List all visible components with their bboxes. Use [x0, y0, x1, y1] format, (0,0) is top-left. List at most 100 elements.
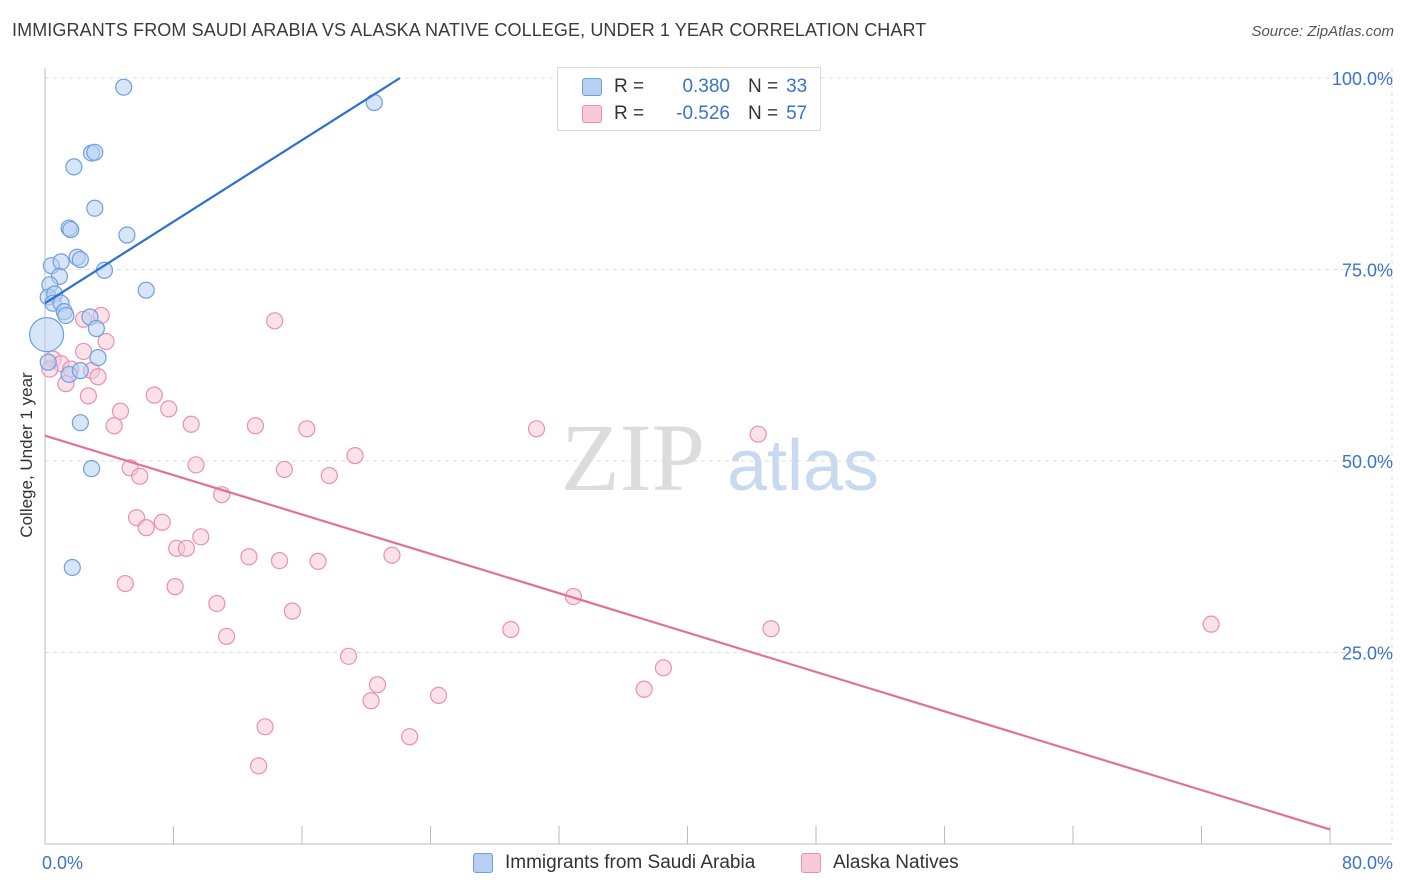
point-alaska-natives: [217, 627, 236, 646]
legend-row-alaska-natives: R = -0.526 N = 57: [582, 103, 807, 125]
point-alaska-natives: [153, 513, 171, 531]
point-alaska-natives: [131, 467, 149, 485]
point-alaska-natives: [749, 425, 767, 443]
point-alaska-natives: [368, 676, 387, 694]
point-alaska-natives: [79, 387, 97, 405]
x-tick-label: 80.0%: [1342, 853, 1393, 873]
legend-n-value: 57: [786, 103, 808, 124]
point-saudi-arabia: [87, 319, 106, 338]
point-alaska-natives: [89, 368, 107, 386]
bottom-legend-saudi-arabia: Immigrants from Saudi Arabia: [473, 852, 755, 874]
trend-lines: [44, 77, 1331, 831]
bottom-legend-alaska-natives: Alaska Natives: [801, 852, 959, 874]
point-alaska-natives: [111, 402, 130, 420]
point-alaska-natives: [635, 680, 653, 698]
trend-line-alaska-natives: [44, 434, 1331, 831]
point-alaska-natives: [266, 312, 284, 330]
legend-r-label: R =: [614, 76, 645, 97]
point-alaska-natives: [502, 620, 520, 639]
point-alaska-natives: [339, 647, 358, 665]
point-saudi-arabia: [137, 281, 155, 299]
legend-swatch-blue: [582, 78, 602, 96]
point-alaska-natives: [346, 447, 364, 465]
point-alaska-natives: [762, 620, 780, 638]
point-saudi-arabia: [71, 250, 89, 269]
point-alaska-natives: [298, 420, 316, 438]
legend-r-label: R =: [614, 103, 645, 124]
point-saudi-arabia: [82, 460, 101, 478]
x-tick-label: 0.0%: [42, 853, 83, 873]
trend-line-saudi-arabia: [44, 77, 401, 305]
y-tick-label: 75.0%: [1342, 261, 1393, 281]
point-alaska-natives: [283, 602, 301, 620]
point-saudi-arabia: [29, 317, 65, 353]
y-tick-label: 50.0%: [1342, 452, 1393, 472]
point-alaska-natives: [256, 718, 274, 736]
point-alaska-natives: [192, 528, 210, 546]
point-alaska-natives: [362, 692, 380, 710]
point-saudi-arabia: [118, 226, 136, 244]
point-saudi-arabia: [71, 414, 89, 432]
point-alaska-natives: [116, 574, 134, 593]
point-alaska-natives: [429, 686, 448, 704]
point-saudi-arabia: [57, 306, 75, 325]
point-saudi-arabia: [86, 143, 104, 161]
point-saudi-arabia: [63, 558, 81, 577]
legend-n-label: N =: [748, 76, 779, 97]
tick-labels: 100.0% 75.0% 50.0% 25.0% 0.0% 80.0%: [42, 69, 1393, 873]
data-points: [29, 78, 1220, 775]
point-alaska-natives: [383, 546, 401, 564]
bottom-legend-label: Immigrants from Saudi Arabia: [505, 852, 756, 873]
legend-swatch-pink: [582, 105, 602, 123]
point-alaska-natives: [187, 456, 205, 474]
point-alaska-natives: [401, 728, 419, 746]
point-alaska-natives: [208, 594, 226, 613]
point-alaska-natives: [137, 519, 155, 537]
point-saudi-arabia: [62, 221, 80, 239]
chart-title: IMMIGRANTS FROM SAUDI ARABIA VS ALASKA N…: [12, 20, 927, 40]
point-alaska-natives: [166, 578, 184, 596]
legend-n-label: N =: [748, 103, 779, 124]
bottom-legend-swatch-blue: [473, 853, 493, 873]
point-saudi-arabia: [86, 199, 104, 217]
bottom-legend-swatch-pink: [801, 853, 821, 873]
grid-lines: [45, 68, 1393, 844]
legend-row-saudi-arabia: R = 0.380 N = 33: [582, 76, 807, 98]
point-alaska-natives: [74, 342, 93, 361]
point-saudi-arabia: [52, 253, 70, 271]
point-alaska-natives: [275, 460, 293, 479]
point-alaska-natives: [654, 659, 673, 677]
watermark-atlas: atlas: [727, 426, 879, 506]
point-alaska-natives: [160, 400, 178, 418]
point-alaska-natives: [97, 332, 115, 351]
point-alaska-natives: [240, 548, 258, 566]
legend-r-value: -0.526: [676, 103, 730, 124]
point-saudi-arabia: [71, 362, 89, 380]
point-alaska-natives: [320, 466, 338, 485]
legend-r-value: 0.380: [682, 76, 730, 97]
point-saudi-arabia: [65, 158, 83, 176]
point-alaska-natives: [527, 420, 546, 438]
y-tick-label: 25.0%: [1342, 644, 1393, 664]
point-saudi-arabia: [39, 353, 57, 371]
point-alaska-natives: [1202, 615, 1220, 633]
point-alaska-natives: [177, 539, 195, 557]
point-saudi-arabia: [89, 348, 107, 367]
point-saudi-arabia: [115, 78, 133, 96]
point-alaska-natives: [182, 415, 200, 433]
point-alaska-natives: [105, 417, 123, 435]
point-alaska-natives: [246, 417, 265, 435]
correlation-legend: R = 0.380 N = 33 R = -0.526 N = 57: [557, 67, 821, 131]
legend-n-value: 33: [786, 76, 808, 97]
point-alaska-natives: [270, 551, 289, 570]
point-alaska-natives: [145, 386, 163, 404]
bottom-legend-label: Alaska Natives: [833, 852, 959, 873]
source-label: Source: ZipAtlas.com: [1251, 23, 1394, 40]
watermark-zip: ZIP: [561, 404, 705, 511]
y-axis-label: College, Under 1 year: [17, 372, 36, 538]
point-alaska-natives: [250, 757, 268, 775]
axes: [44, 68, 1392, 845]
point-alaska-natives: [309, 552, 327, 570]
y-tick-label: 100.0%: [1332, 69, 1393, 89]
